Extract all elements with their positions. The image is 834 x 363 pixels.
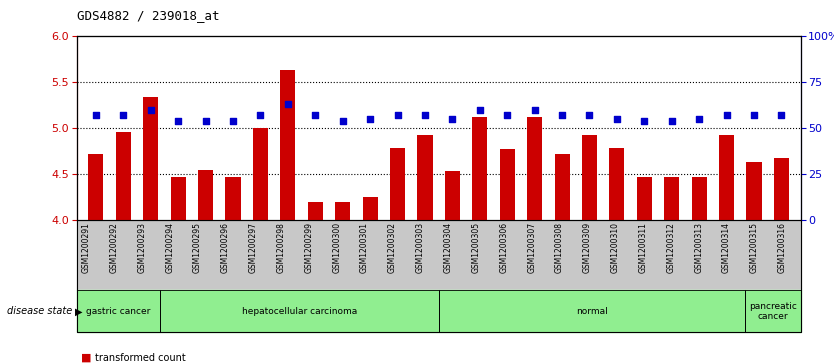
Point xyxy=(226,118,239,123)
Bar xyxy=(691,176,706,220)
Text: GSM1200308: GSM1200308 xyxy=(555,222,564,273)
Text: GSM1200306: GSM1200306 xyxy=(500,222,508,273)
Text: GSM1200309: GSM1200309 xyxy=(583,222,592,273)
Text: GSM1200311: GSM1200311 xyxy=(639,222,647,273)
Bar xyxy=(445,171,460,220)
Text: normal: normal xyxy=(576,307,608,316)
Point xyxy=(445,116,459,122)
Bar xyxy=(610,148,625,220)
Text: GSM1200310: GSM1200310 xyxy=(610,222,620,273)
Bar xyxy=(774,158,789,220)
Point xyxy=(473,107,486,113)
Bar xyxy=(116,132,131,220)
Bar xyxy=(225,178,240,220)
Text: GDS4882 / 239018_at: GDS4882 / 239018_at xyxy=(77,9,219,22)
Point xyxy=(775,112,788,118)
Point xyxy=(583,112,596,118)
Bar xyxy=(746,162,761,220)
Point xyxy=(144,107,158,113)
Point xyxy=(364,116,377,122)
Bar xyxy=(390,148,405,220)
Text: GSM1200315: GSM1200315 xyxy=(750,222,759,273)
Text: GSM1200292: GSM1200292 xyxy=(109,222,118,273)
Bar xyxy=(198,170,214,220)
Bar xyxy=(555,154,570,220)
Text: pancreatic
cancer: pancreatic cancer xyxy=(749,302,796,321)
Point xyxy=(720,112,733,118)
Point xyxy=(638,118,651,123)
Text: ▶: ▶ xyxy=(75,306,83,316)
Text: disease state: disease state xyxy=(8,306,73,316)
Text: GSM1200296: GSM1200296 xyxy=(221,222,230,273)
Bar xyxy=(308,202,323,220)
Point xyxy=(555,112,569,118)
Text: GSM1200299: GSM1200299 xyxy=(304,222,314,273)
Text: transformed count: transformed count xyxy=(95,352,186,363)
Text: GSM1200291: GSM1200291 xyxy=(82,222,91,273)
Point xyxy=(117,112,130,118)
Bar xyxy=(472,117,487,220)
Point xyxy=(500,112,514,118)
Text: GSM1200294: GSM1200294 xyxy=(165,222,174,273)
Text: GSM1200314: GSM1200314 xyxy=(722,222,731,273)
Point xyxy=(692,116,706,122)
Bar xyxy=(582,135,597,220)
Bar xyxy=(637,176,652,220)
Bar xyxy=(418,135,433,220)
Point xyxy=(309,112,322,118)
Text: GSM1200302: GSM1200302 xyxy=(388,222,397,273)
Text: GSM1200303: GSM1200303 xyxy=(416,222,425,273)
Bar xyxy=(335,202,350,220)
Text: GSM1200313: GSM1200313 xyxy=(694,222,703,273)
Text: GSM1200305: GSM1200305 xyxy=(471,222,480,273)
Point xyxy=(391,112,404,118)
Point xyxy=(336,118,349,123)
Bar xyxy=(527,117,542,220)
Bar xyxy=(171,176,186,220)
Point xyxy=(747,112,761,118)
Point xyxy=(419,112,432,118)
Bar xyxy=(88,154,103,220)
Point xyxy=(254,112,267,118)
Text: GSM1200297: GSM1200297 xyxy=(249,222,258,273)
Bar xyxy=(363,197,378,220)
Point xyxy=(281,101,294,107)
Point xyxy=(172,118,185,123)
Point xyxy=(199,118,213,123)
Text: GSM1200300: GSM1200300 xyxy=(332,222,341,273)
Bar xyxy=(500,149,515,220)
Text: GSM1200304: GSM1200304 xyxy=(444,222,453,273)
Point xyxy=(665,118,678,123)
Point xyxy=(610,116,624,122)
Bar xyxy=(664,176,680,220)
Bar xyxy=(143,97,158,220)
Text: GSM1200301: GSM1200301 xyxy=(360,222,369,273)
Text: hepatocellular carcinoma: hepatocellular carcinoma xyxy=(242,307,357,316)
Bar xyxy=(253,128,268,220)
Text: GSM1200298: GSM1200298 xyxy=(277,222,285,273)
Text: GSM1200295: GSM1200295 xyxy=(193,222,202,273)
Point xyxy=(89,112,103,118)
Point xyxy=(528,107,541,113)
Text: GSM1200293: GSM1200293 xyxy=(138,222,146,273)
Text: GSM1200307: GSM1200307 xyxy=(527,222,536,273)
Text: GSM1200316: GSM1200316 xyxy=(778,222,786,273)
Text: GSM1200312: GSM1200312 xyxy=(666,222,676,273)
Bar xyxy=(719,135,734,220)
Text: ■: ■ xyxy=(81,352,92,363)
Bar xyxy=(280,70,295,220)
Text: gastric cancer: gastric cancer xyxy=(86,307,151,316)
